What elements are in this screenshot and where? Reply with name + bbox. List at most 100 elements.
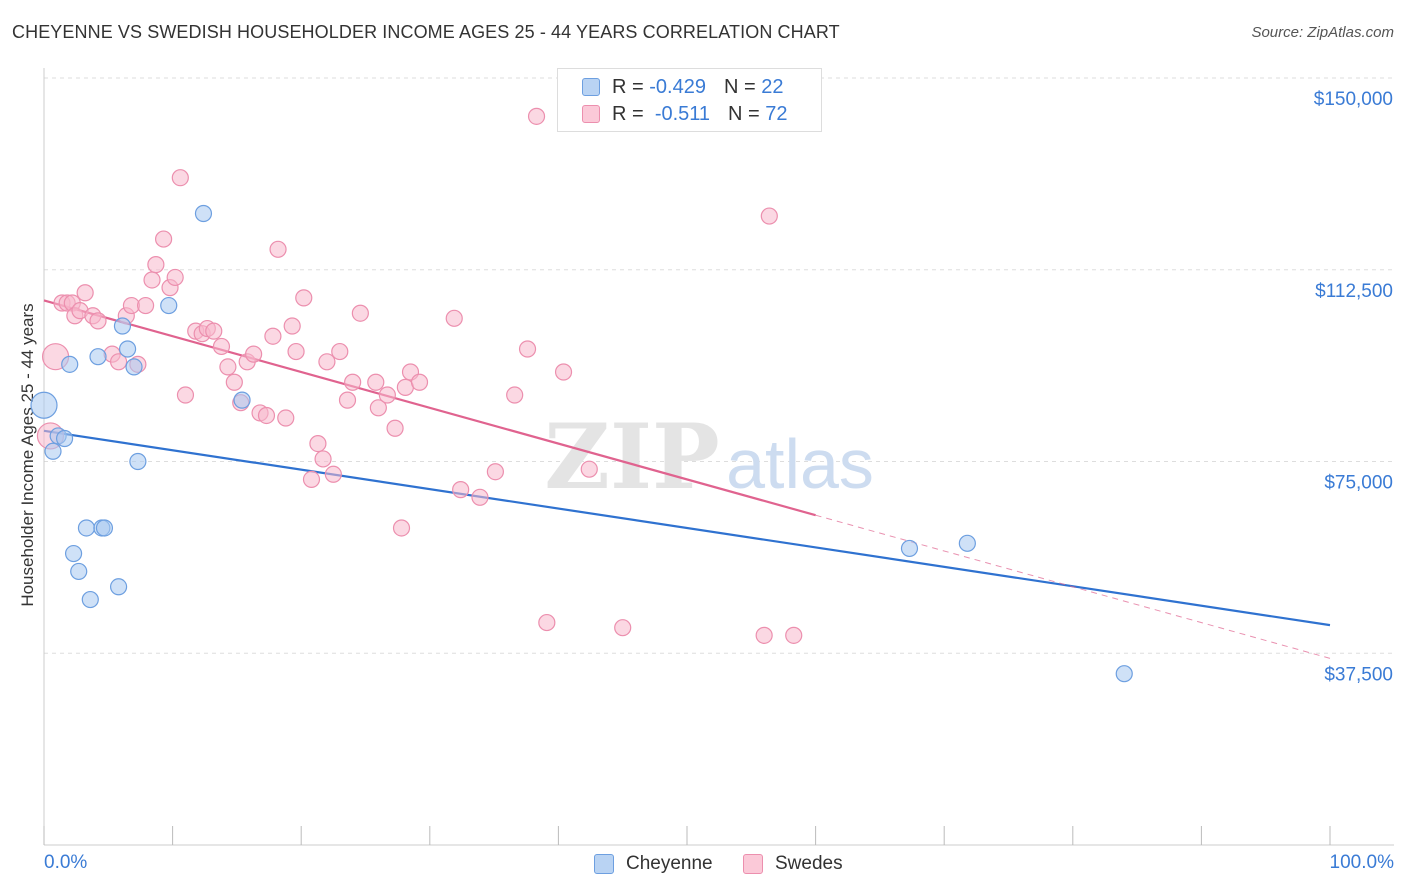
data-points — [30, 107, 1133, 683]
cheyenne-point — [81, 590, 99, 609]
cheyenne-point — [61, 355, 79, 373]
legend-row-cheyenne: R = -0.429 N = 22 — [582, 75, 783, 99]
legend-n-label: N = — [728, 102, 760, 125]
watermark: ZIP atlas — [544, 404, 874, 510]
cheyenne-point — [109, 578, 128, 596]
swedes-point — [287, 342, 305, 361]
swedes-point — [338, 391, 357, 409]
swedes-point — [392, 519, 411, 537]
swedes-point — [225, 373, 243, 391]
swedes-point — [785, 626, 803, 644]
watermark-zip: ZIP — [544, 404, 719, 510]
bottom-legend-swedes: Swedes — [743, 852, 843, 876]
cheyenne-point — [77, 519, 96, 537]
legend-r-value: -0.429 — [649, 75, 706, 98]
swedes-point — [324, 465, 342, 483]
bottom-legend-label-cheyenne: Cheyenne — [626, 853, 713, 874]
cheyenne-point — [95, 519, 114, 537]
x-axis-max-label: 100.0% — [1329, 852, 1394, 873]
swedes-point — [369, 399, 387, 417]
swedes-point — [755, 626, 773, 644]
swedes-point — [277, 409, 295, 427]
legend-r-label: R = — [612, 75, 644, 98]
swedes-point — [554, 363, 573, 381]
cheyenne-trend-line — [43, 429, 1331, 627]
y-tick-label: $37,500 — [1324, 664, 1393, 685]
swedes-point — [367, 373, 385, 391]
cheyenne-point — [113, 317, 132, 335]
swedes-point — [302, 470, 321, 488]
swedes-point — [506, 386, 524, 404]
chart-title: CHEYENNE VS SWEDISH HOUSEHOLDER INCOME A… — [12, 22, 840, 42]
cheyenne-point — [55, 429, 74, 448]
swedes-point — [143, 271, 161, 289]
swedes-point — [386, 419, 404, 437]
trend-lines — [43, 299, 1331, 659]
swedes-point — [471, 488, 489, 506]
x-axis-min-label: 0.0% — [44, 852, 88, 873]
cheyenne-point — [118, 340, 137, 358]
swedes-point — [614, 619, 632, 637]
swedes-point — [212, 337, 231, 356]
swedes-point — [445, 309, 463, 327]
swedes-point — [760, 207, 778, 225]
cheyenne-point — [89, 348, 107, 366]
swedes-point — [136, 296, 155, 315]
swedes-point — [518, 340, 537, 358]
swedes-point — [410, 373, 429, 391]
cheyenne-point — [900, 539, 919, 558]
bottom-legend-label-swedes: Swedes — [775, 853, 843, 874]
watermark-atlas: atlas — [726, 425, 874, 503]
legend-row-swedes: R = -0.511 N = 72 — [582, 102, 788, 126]
swedes-point — [264, 327, 282, 345]
swedes-point — [295, 289, 313, 307]
swedes-point — [269, 240, 287, 258]
swedes-point — [245, 345, 263, 363]
cheyenne-point — [1115, 665, 1133, 683]
swedes-point — [147, 256, 165, 274]
source-label: Source: ZipAtlas.com — [1251, 24, 1394, 41]
cheyenne-point — [44, 442, 62, 460]
swedes-point — [331, 342, 349, 361]
y-tick-label: $75,000 — [1324, 473, 1393, 494]
legend-r-value: -0.511 — [654, 102, 711, 125]
swedes-trend-line — [43, 299, 816, 517]
swedes-point — [176, 386, 195, 404]
swedes-point — [166, 268, 184, 287]
swedes-point — [257, 406, 276, 425]
legend-n-value: 22 — [761, 75, 784, 98]
swedes-point — [171, 169, 189, 187]
swedes-point — [378, 386, 396, 404]
bottom-legend-swatch-swedes — [743, 854, 763, 874]
swedes-point — [109, 353, 128, 371]
bottom-legend-cheyenne: Cheyenne — [594, 852, 713, 876]
swedes-point — [344, 373, 362, 391]
swedes-point — [351, 304, 369, 322]
swedes-point — [318, 353, 336, 371]
cheyenne-point — [958, 534, 976, 552]
swedes-point — [309, 435, 327, 453]
swedes-point — [527, 107, 546, 125]
swedes-point — [314, 450, 332, 468]
legend-n-value: 72 — [765, 102, 788, 125]
legend-box: R = -0.429 N = 22 R = -0.511 N = 72 — [557, 68, 822, 132]
cheyenne-point — [64, 544, 83, 563]
swedes-point — [452, 481, 470, 499]
cheyenne-point — [160, 296, 178, 315]
swedes-point — [283, 317, 301, 335]
legend-swatch-swedes — [582, 105, 600, 123]
axis-layer — [43, 68, 1394, 846]
y-tick-labels: $37,500 $75,000 $112,500 $150,000 — [1314, 89, 1393, 685]
y-tick-label: $150,000 — [1314, 89, 1393, 110]
bottom-legend-swatch-cheyenne — [594, 854, 614, 874]
swedes-point — [486, 463, 504, 481]
cheyenne-point — [129, 452, 147, 471]
cheyenne-point — [70, 562, 88, 581]
cheyenne-point — [30, 391, 58, 419]
legend-swatch-cheyenne — [582, 78, 600, 96]
swedes-point — [205, 322, 223, 340]
swedes-point — [219, 358, 237, 376]
swedes-trend-extension — [815, 514, 1331, 659]
swedes-point — [538, 613, 556, 632]
